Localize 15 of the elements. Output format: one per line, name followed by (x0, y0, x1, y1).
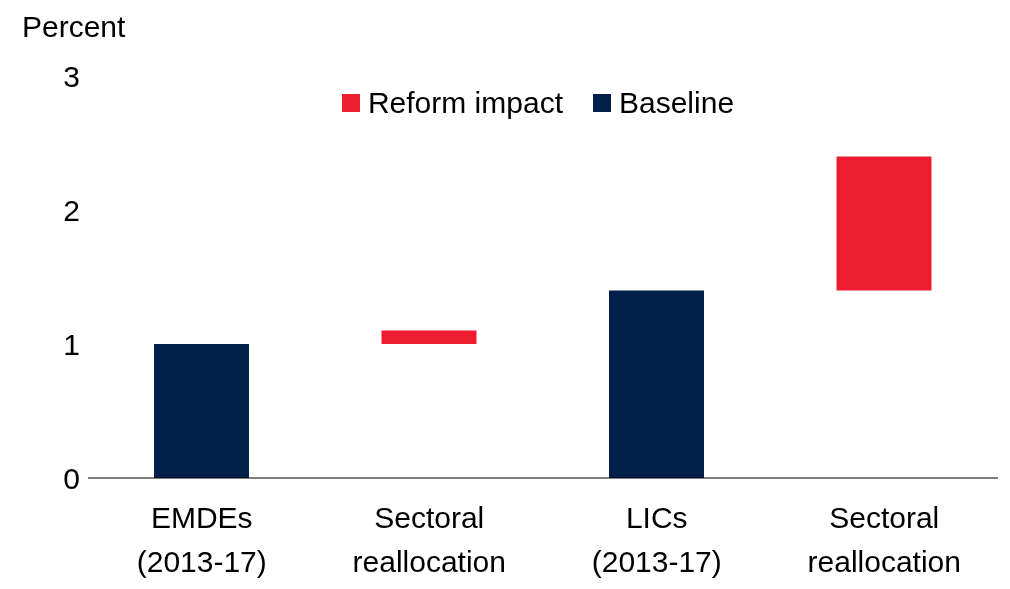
x-tick-label: EMDEs (2013-17) (136, 501, 267, 578)
legend-label: Baseline (618, 86, 735, 120)
y-tick-label: 1 (63, 327, 80, 361)
bar (609, 290, 704, 478)
x-tick-label: Sectoral reallocation (352, 501, 506, 578)
y-axis-title: Percent (22, 10, 126, 44)
y-tick-label: 3 (63, 59, 80, 93)
bar (381, 330, 477, 344)
x-tick-label: LICs (2013-17) (591, 501, 722, 578)
bar (836, 156, 932, 291)
bar (154, 344, 249, 478)
legend-label: Reform impact (367, 86, 563, 120)
y-tick-label: 2 (63, 193, 80, 227)
y-tick-label: 0 (63, 461, 80, 495)
x-tick-label: Sectoral reallocation (807, 501, 961, 578)
